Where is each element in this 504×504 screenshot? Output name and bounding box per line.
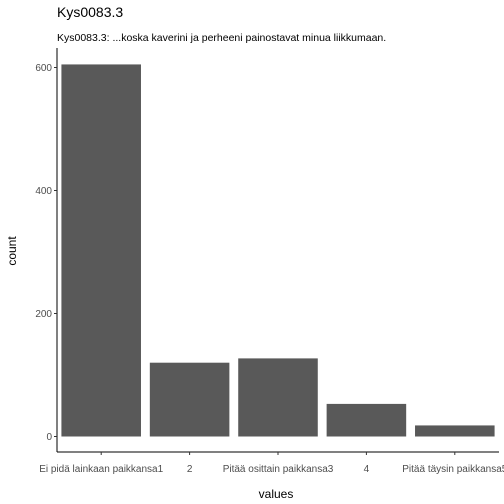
y-tick-label-400: 400	[35, 186, 52, 197]
bar-2	[149, 362, 230, 437]
bar-3	[238, 358, 318, 437]
x-tick-label-3: Pitää osittain paikkansa3	[223, 464, 334, 475]
bar-5	[415, 425, 495, 437]
bar-4	[326, 403, 407, 437]
x-axis-title: values	[259, 487, 294, 501]
y-axis-title: count	[5, 236, 19, 266]
y-tick-label-200: 200	[35, 309, 52, 320]
x-tick-label-2: 2	[187, 464, 193, 475]
labels-layer: 0 200 400 600 Ei pidä lainkaan paikkansa1 2 Pi…	[35, 63, 504, 475]
chart-subtitle: Kys0083.3: ...koska kaverini ja perheeni…	[57, 32, 387, 44]
chart-title: Kys0083.3	[57, 4, 124, 20]
axes-layer	[54, 48, 499, 455]
x-tick-label-1: Ei pidä lainkaan paikkansa1	[39, 464, 163, 475]
y-tick-label-600: 600	[35, 63, 52, 74]
bar-1	[61, 64, 141, 437]
x-tick-label-4: 4	[364, 464, 370, 475]
bars-layer	[61, 64, 495, 437]
y-tick-label-0: 0	[46, 432, 52, 443]
x-tick-label-5: Pitää täysin paikkansa5	[402, 464, 504, 475]
